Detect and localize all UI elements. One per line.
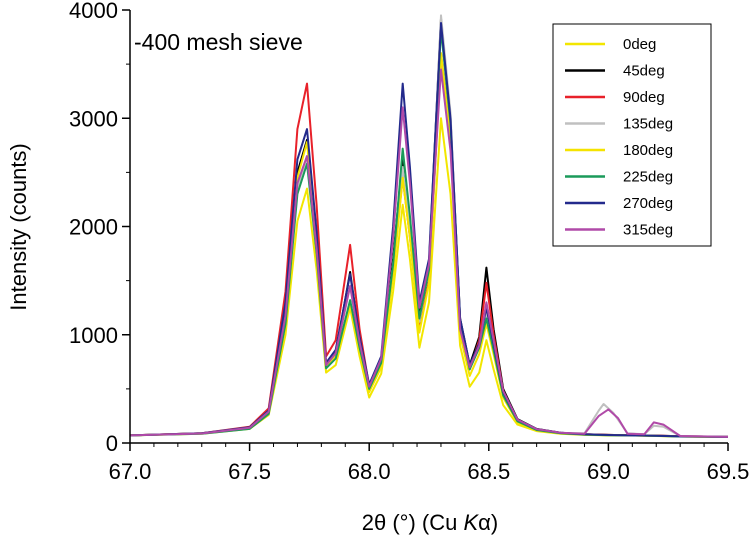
legend-box — [552, 23, 712, 247]
series-layer — [129, 14, 729, 438]
legend-label-135deg: 135deg — [623, 116, 673, 133]
x-tick-label: 67.5 — [228, 459, 271, 484]
x-axis-title-italic: K — [463, 510, 479, 535]
legend-label-315deg: 315deg — [623, 222, 673, 239]
x-tick-label: 69.0 — [587, 459, 630, 484]
x-tick-label: 67.0 — [109, 459, 152, 484]
x-tick-label: 68.0 — [348, 459, 391, 484]
axes-layer: 0 1000 2000 3000 4000 67.0 67.5 68.0 68.5 69.0 69.… — [69, 0, 749, 484]
y-tick-label: 1000 — [69, 323, 118, 348]
y-tick-label: 2000 — [69, 215, 118, 240]
y-tick-label: 4000 — [69, 0, 118, 23]
legend-label-90deg: 90deg — [623, 89, 665, 106]
legend-label-270deg: 270deg — [623, 195, 673, 212]
x-tick-label: 68.5 — [467, 459, 510, 484]
legend-label-180deg: 180deg — [623, 142, 673, 159]
legend-label-225deg: 225deg — [623, 169, 673, 186]
x-axis-title: 2θ (°) (Cu Kα) — [362, 510, 498, 535]
sample-annotation: -400 mesh sieve — [134, 29, 303, 55]
x-tick-label: 69.5 — [707, 459, 750, 484]
x-axis-title-suffix: α) — [478, 510, 498, 535]
legend-label-0deg: 0deg — [623, 36, 656, 53]
y-tick-label: 0 — [106, 431, 118, 456]
y-axis-title: Intensity (counts) — [6, 143, 31, 311]
legend-label-45deg: 45deg — [623, 63, 665, 80]
y-tick-label: 3000 — [69, 106, 118, 131]
legend: 0deg 45deg 90deg 135deg 180deg 225deg 270deg 31… — [552, 23, 712, 247]
x-axis-title-main: 2θ (°) (Cu — [362, 510, 464, 535]
series-line-315deg — [129, 68, 729, 438]
